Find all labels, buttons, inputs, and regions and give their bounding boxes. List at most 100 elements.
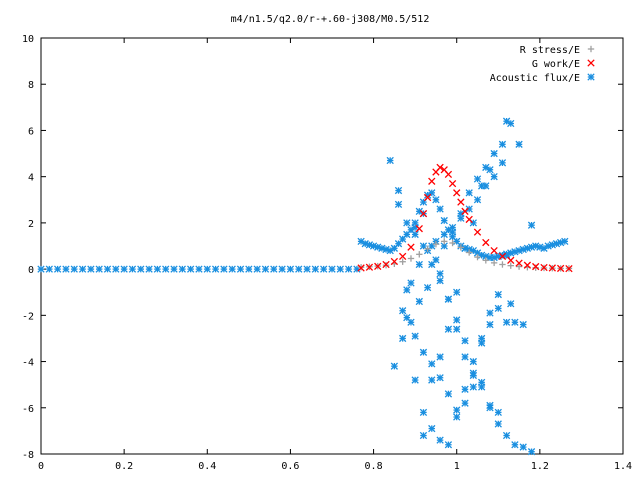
point-plus: [465, 249, 473, 256]
point-star: [469, 383, 478, 391]
point-star: [440, 230, 448, 239]
legend: R stress/E G work/E Acoustic flux/E: [490, 45, 595, 84]
point-star: [220, 265, 228, 273]
point-star: [453, 316, 461, 324]
point-star: [103, 265, 112, 273]
point-star: [336, 265, 344, 273]
point-star: [461, 385, 469, 393]
point-star: [519, 245, 527, 254]
point-star: [440, 216, 448, 225]
point-cross: [428, 177, 436, 185]
point-star: [228, 265, 236, 273]
y-tick-label: 10: [22, 34, 34, 45]
point-star: [544, 242, 552, 250]
point-star: [70, 265, 78, 273]
point-star: [453, 288, 461, 296]
point-cross: [540, 263, 548, 272]
point-star: [515, 140, 523, 148]
point-plus: [532, 264, 539, 271]
point-star: [153, 265, 162, 273]
y-tick-label: 0: [28, 265, 34, 276]
point-star: [236, 265, 245, 273]
point-cross: [419, 209, 428, 218]
point-star: [399, 307, 407, 315]
legend-marker: [587, 45, 595, 53]
point-star: [415, 260, 423, 269]
x-tick-label: 1.4: [614, 461, 632, 472]
point-star: [407, 279, 415, 287]
point-star: [465, 205, 473, 213]
point-star: [195, 265, 203, 273]
point-star: [494, 408, 502, 417]
point-plus: [424, 245, 431, 252]
point-cross: [457, 198, 465, 206]
point-cross: [548, 264, 556, 272]
point-star: [461, 353, 469, 361]
point-star: [527, 243, 536, 251]
legend-label: R stress/E: [520, 45, 580, 56]
point-star: [137, 265, 145, 273]
point-star: [286, 265, 295, 273]
point-cross: [436, 163, 444, 172]
series-2: [357, 163, 573, 273]
point-cross: [498, 252, 507, 261]
x-tick-label: 0.2: [115, 461, 133, 472]
point-star: [423, 283, 432, 292]
point-star: [394, 200, 403, 209]
point-star: [436, 353, 444, 361]
point-star: [428, 424, 436, 433]
y-tick-label: -8: [22, 450, 34, 461]
point-star: [519, 443, 527, 451]
point-star: [45, 265, 53, 273]
point-star: [511, 248, 519, 256]
point-star: [461, 399, 469, 407]
point-star: [186, 265, 195, 273]
point-cross: [482, 238, 490, 247]
point-plus: [416, 251, 423, 258]
point-cross: [415, 225, 423, 233]
point-star: [486, 320, 494, 329]
y-tick-label: -4: [22, 358, 34, 369]
point-star: [494, 420, 502, 428]
point-star: [448, 223, 457, 232]
point-star: [486, 404, 494, 412]
point-star: [444, 325, 453, 333]
point-star: [490, 149, 498, 158]
point-cross: [390, 257, 399, 266]
series-3: [37, 117, 569, 456]
point-star: [403, 286, 411, 294]
point-star: [436, 374, 444, 382]
point-star: [428, 376, 436, 384]
point-star: [311, 265, 320, 273]
point-star: [344, 265, 353, 273]
point-star: [128, 265, 137, 273]
point-plus: [432, 240, 440, 248]
point-star: [532, 242, 540, 250]
x-tick-label: 0.8: [365, 461, 383, 472]
point-star: [432, 256, 440, 264]
point-star: [436, 205, 444, 213]
point-star: [444, 441, 453, 449]
point-star: [295, 265, 303, 273]
point-star: [253, 265, 261, 273]
point-star: [303, 265, 311, 273]
point-star: [419, 431, 428, 440]
point-star: [527, 448, 536, 456]
point-star: [527, 221, 536, 229]
point-star: [502, 251, 511, 259]
point-star: [519, 320, 527, 329]
point-star: [561, 237, 569, 246]
legend-label: G work/E: [532, 59, 580, 70]
point-star: [494, 304, 502, 313]
point-star: [477, 334, 486, 343]
axes: 0 0.2 0.4 0.6 0.8 1 1.2 1.4 -8 -6 -4 -2 0 2 4 6 8 10: [22, 34, 632, 472]
point-cross: [565, 264, 573, 273]
point-cross: [365, 263, 374, 271]
point-star: [469, 371, 478, 380]
point-cross: [399, 252, 407, 261]
point-star: [145, 265, 153, 273]
point-star: [507, 300, 515, 308]
point-star: [411, 332, 419, 340]
point-star: [502, 318, 511, 326]
point-star: [399, 334, 407, 343]
